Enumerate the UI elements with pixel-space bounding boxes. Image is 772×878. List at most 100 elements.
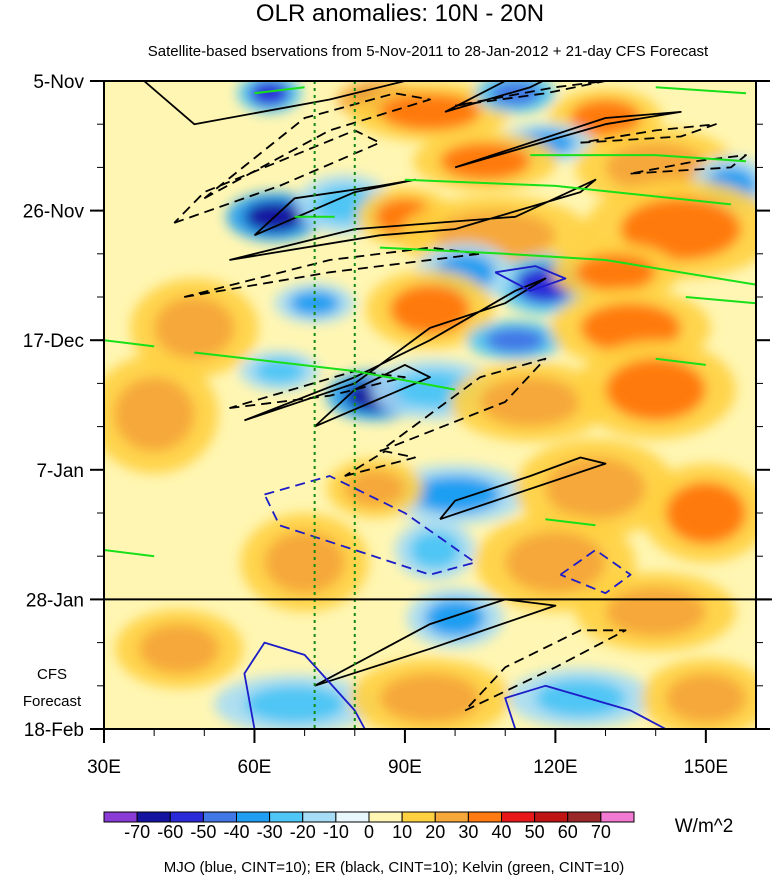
anomaly-blob-core bbox=[665, 673, 746, 723]
colorbar-label: 0 bbox=[364, 822, 374, 842]
anomaly-blob-core bbox=[344, 469, 405, 507]
anomaly-blob-core bbox=[139, 624, 220, 674]
anomaly-blob-core bbox=[665, 482, 746, 544]
reference-longitude-lines bbox=[313, 81, 356, 729]
kelvin-contour bbox=[379, 246, 756, 286]
y-tick-label: 26-Nov bbox=[23, 202, 85, 223]
er-contour bbox=[229, 370, 406, 409]
colorbar-label: 10 bbox=[392, 822, 412, 842]
er-contour bbox=[454, 111, 682, 169]
colorbar-swatch bbox=[600, 811, 635, 823]
kelvin-contour bbox=[685, 296, 756, 305]
colorbar-swatch bbox=[169, 811, 204, 823]
colorbar-swatch bbox=[401, 811, 436, 823]
x-tick-label: 30E bbox=[87, 757, 121, 778]
y-axis: 5-Nov 26-Nov 17-Dec 7-Jan 28-Jan 18-Feb bbox=[23, 72, 770, 741]
er-contour bbox=[630, 154, 747, 175]
anomaly-blob-core bbox=[505, 531, 606, 594]
er-contour bbox=[379, 357, 547, 453]
kelvin-contour bbox=[655, 86, 747, 95]
er-contour bbox=[244, 277, 547, 422]
colorbar-swatch bbox=[501, 811, 536, 823]
anomaly-blob-core bbox=[620, 198, 741, 260]
anomaly-blob-core bbox=[154, 297, 235, 359]
colorbar-units: W/m^2 bbox=[675, 816, 734, 837]
er-contour bbox=[439, 456, 607, 521]
x-tick-label: 120E bbox=[533, 757, 577, 778]
anomaly-blob-core bbox=[379, 93, 481, 131]
legend-caption: MJO (blue, CINT=10); ER (black, CINT=10)… bbox=[164, 859, 625, 876]
mjo-contour bbox=[263, 475, 477, 576]
colorbar-swatch bbox=[136, 811, 171, 823]
anomaly-blob-core bbox=[289, 290, 340, 316]
kelvin-contour bbox=[104, 339, 155, 348]
colorbar-swatch bbox=[534, 811, 569, 823]
kelvin-contour bbox=[655, 357, 706, 366]
colorbar-label: -10 bbox=[323, 822, 349, 842]
mjo-contour bbox=[504, 684, 667, 729]
colorbar-swatch bbox=[269, 811, 304, 823]
colorbar-swatch bbox=[103, 811, 138, 823]
mjo-contour bbox=[243, 641, 366, 729]
colorbar-swatch bbox=[236, 811, 271, 823]
anomaly-blob-core bbox=[254, 358, 305, 384]
er-contour bbox=[143, 81, 406, 126]
er-contour bbox=[314, 598, 557, 687]
x-tick-label: 90E bbox=[388, 757, 422, 778]
mjo-contour bbox=[559, 549, 632, 595]
er-contour bbox=[229, 178, 597, 261]
chart-subtitle: Satellite-based bservations from 5-Nov-2… bbox=[148, 43, 709, 60]
colorbar-swatch bbox=[467, 811, 502, 823]
colorbar-label: 60 bbox=[558, 822, 578, 842]
kelvin-contour bbox=[104, 549, 155, 558]
kelvin-contour bbox=[404, 178, 732, 206]
er-contour bbox=[580, 123, 717, 144]
y-tick-label: 18-Feb bbox=[24, 720, 84, 741]
kelvin-contour bbox=[254, 86, 305, 95]
kelvin-contour bbox=[530, 154, 747, 163]
colorbar-label: -50 bbox=[190, 822, 216, 842]
wave-contours bbox=[104, 81, 756, 729]
colorbar-swatch bbox=[434, 811, 469, 823]
anomaly-blob-core bbox=[440, 142, 531, 180]
anomaly-blob-core bbox=[409, 475, 501, 513]
anomaly-blob-core bbox=[575, 253, 656, 291]
mjo-contour bbox=[494, 265, 567, 292]
forecast-label-forecast: Forecast bbox=[23, 693, 82, 710]
colorbar-label: -60 bbox=[157, 822, 183, 842]
er-contour bbox=[203, 92, 431, 200]
anomaly-blob-core bbox=[409, 531, 461, 569]
y-tick-label: 17-Dec bbox=[23, 331, 84, 352]
colorbar-label: 20 bbox=[425, 822, 445, 842]
x-axis: 30E 60E 90E 120E 150E bbox=[87, 729, 728, 778]
y-tick-label: 28-Jan bbox=[26, 590, 84, 611]
er-contour bbox=[444, 81, 545, 113]
anomaly-blob-core bbox=[379, 673, 481, 723]
anomaly-blob-core bbox=[389, 284, 471, 335]
colorbar-swatch bbox=[368, 811, 403, 823]
anomaly-blob-core bbox=[580, 303, 681, 353]
anomaly-blob-core bbox=[545, 457, 646, 520]
colorbar-label: -30 bbox=[257, 822, 283, 842]
colorbar-label: -20 bbox=[290, 822, 316, 842]
x-tick-label: 150E bbox=[684, 757, 728, 778]
anomaly-blob-core bbox=[264, 531, 345, 594]
anomaly-blob-core bbox=[535, 679, 626, 717]
colorbar-swatch bbox=[302, 811, 337, 823]
colorbar-swatch bbox=[567, 811, 602, 823]
colorbar: -70 -60 -50 -40 -30 -20 -10 0 10 20 30 40 50 60 70 bbox=[103, 811, 635, 842]
colorbar-label: 30 bbox=[458, 822, 478, 842]
forecast-label-cfs: CFS bbox=[37, 666, 67, 683]
colorbar-label: -70 bbox=[124, 822, 150, 842]
anomaly-blob-core bbox=[244, 685, 345, 723]
colorbar-label: 70 bbox=[591, 822, 611, 842]
er-contour bbox=[313, 363, 431, 428]
chart-title: OLR anomalies: 10N - 20N bbox=[256, 0, 544, 27]
anomaly-blob-core bbox=[249, 81, 290, 106]
anomaly-blob-core bbox=[424, 599, 486, 637]
anomaly-blob-core bbox=[605, 587, 706, 637]
colorbar-swatch bbox=[202, 811, 237, 823]
plot-frame bbox=[103, 80, 757, 730]
anomaly-blob-core bbox=[485, 327, 546, 353]
plot-area bbox=[104, 81, 756, 729]
